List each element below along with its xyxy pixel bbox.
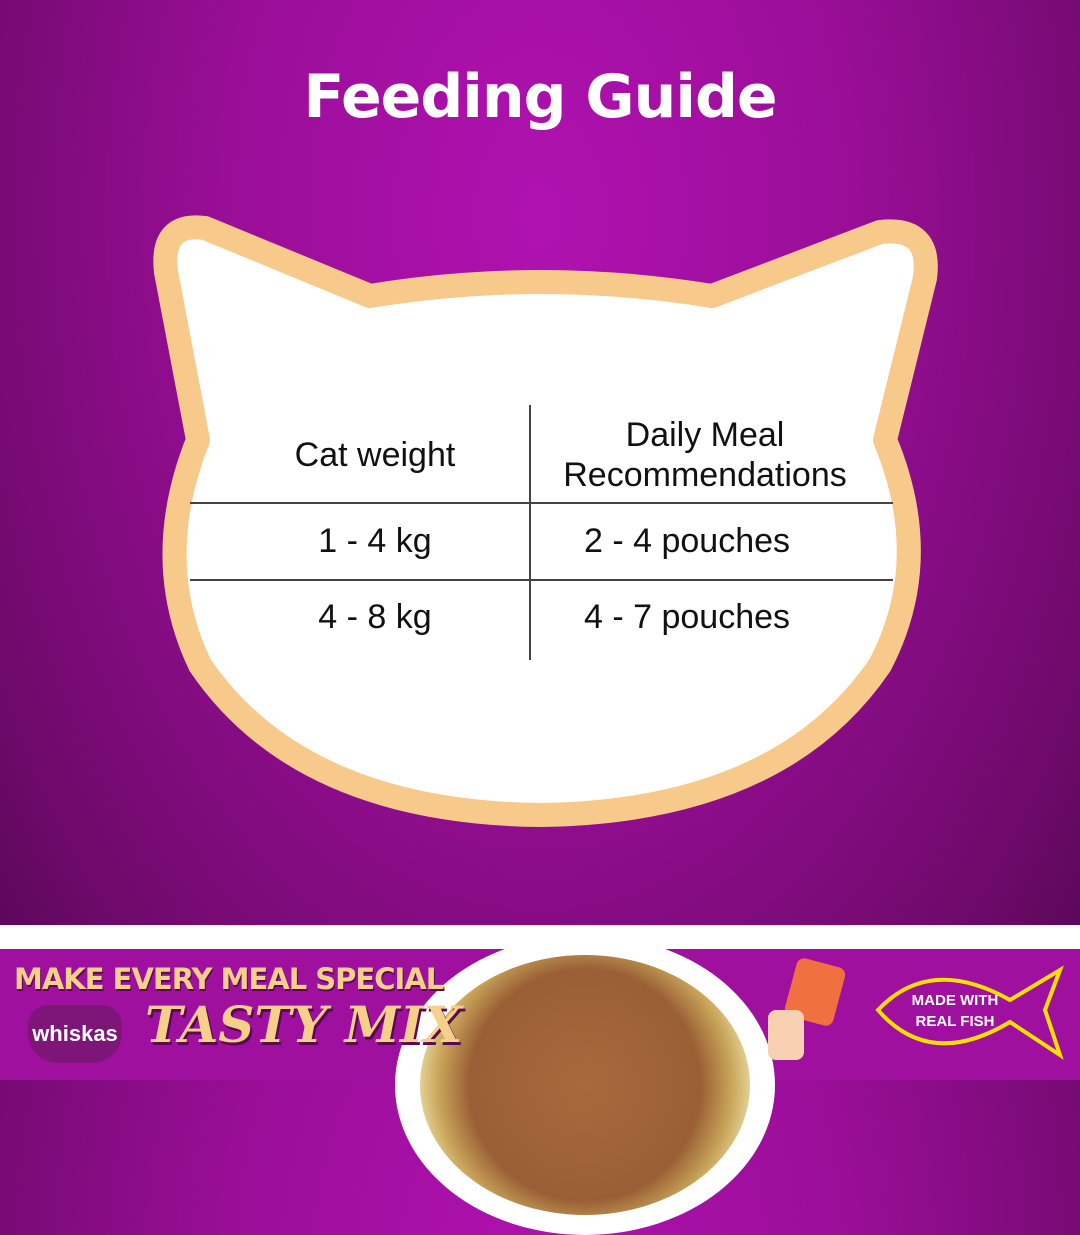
whiskas-logo: whiskas xyxy=(28,1005,122,1063)
table-cell: 2 - 4 pouches xyxy=(583,522,791,560)
page-title: Feeding Guide xyxy=(303,62,777,132)
table-cell: 4 - 7 pouches xyxy=(583,598,791,636)
table-divider-vertical xyxy=(529,405,531,660)
fish-badge-icon xyxy=(875,965,1064,1060)
cat-head-frame xyxy=(153,215,938,827)
real-fish-badge: MADE WITH REAL FISH xyxy=(911,992,999,1030)
header-cat-weight: Cat weight xyxy=(294,436,456,474)
food-image xyxy=(420,955,750,1215)
header-daily-meal: Daily Meal Recommendations xyxy=(563,416,847,494)
table-divider xyxy=(190,502,893,504)
table-cell: 4 - 8 kg xyxy=(318,598,432,636)
slogan: MAKE EVERY MEAL SPECIAL xyxy=(14,962,444,996)
fish-piece-image xyxy=(768,1010,804,1060)
product-name: TASTY MIX xyxy=(145,995,463,1054)
table-cell: 1 - 4 kg xyxy=(318,522,432,560)
table-divider xyxy=(190,579,893,581)
